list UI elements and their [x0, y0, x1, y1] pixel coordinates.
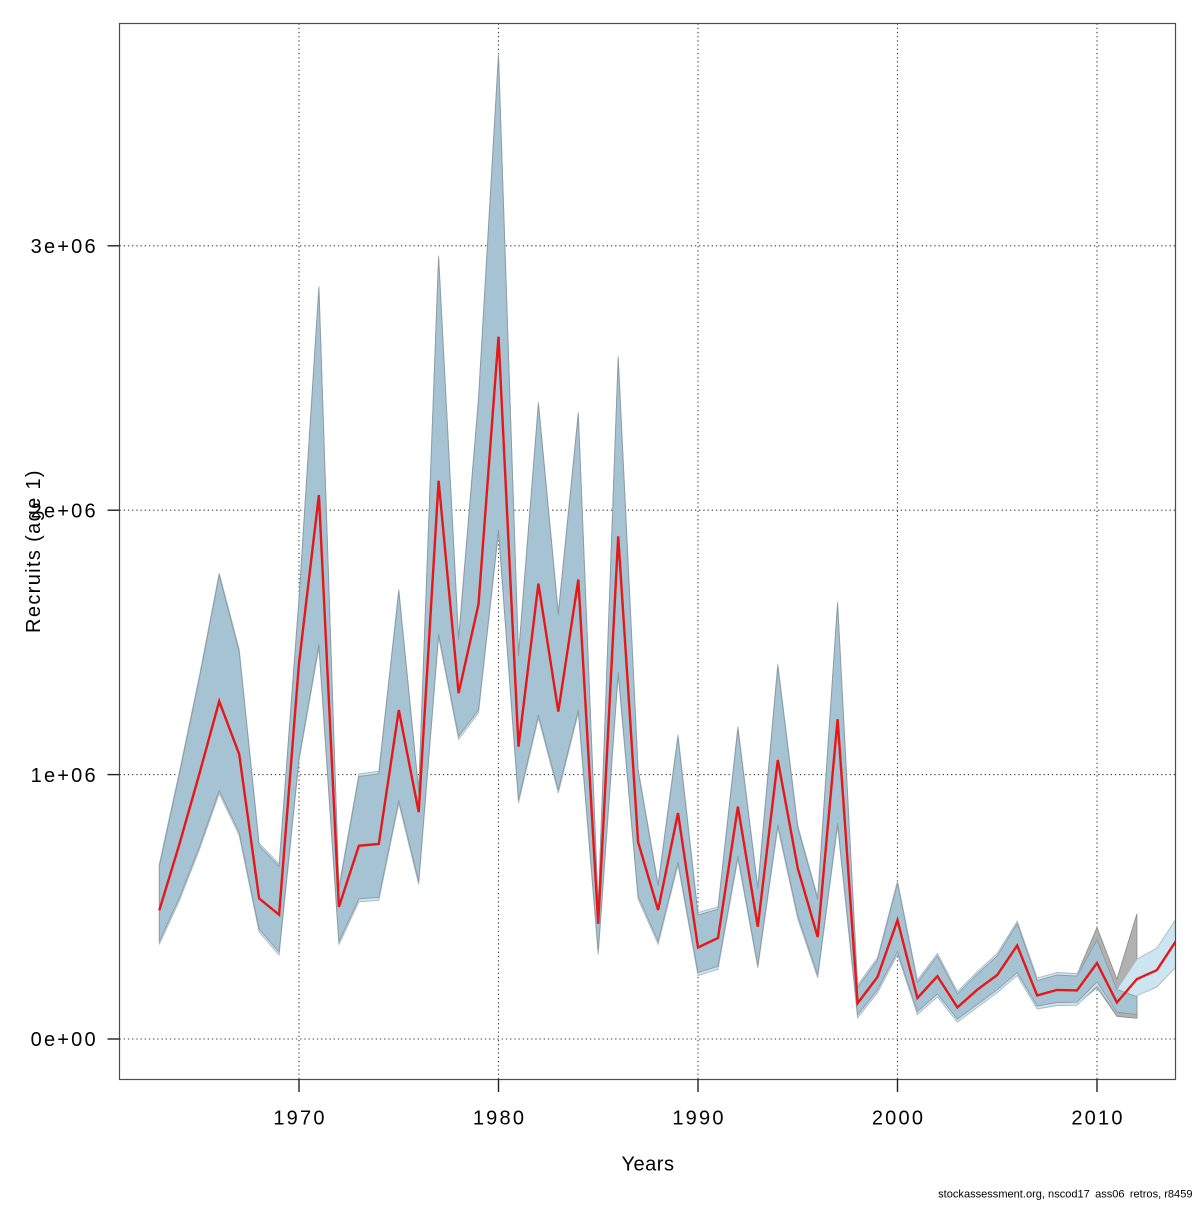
svg-text:0e+00: 0e+00 — [31, 1029, 98, 1051]
svg-text:2010: 2010 — [1071, 1108, 1124, 1130]
svg-text:2000: 2000 — [872, 1108, 925, 1130]
svg-text:3e+06: 3e+06 — [31, 236, 98, 258]
svg-text:1970: 1970 — [273, 1108, 326, 1130]
svg-text:stockassessment.org, nscod17: stockassessment.org, nscod17 ass06 retro… — [938, 1189, 1192, 1201]
svg-text:1980: 1980 — [473, 1108, 526, 1130]
svg-text:1990: 1990 — [672, 1108, 725, 1130]
svg-text:Years: Years — [622, 1154, 675, 1176]
svg-text:1e+06: 1e+06 — [31, 765, 98, 787]
svg-text:Recruits (age 1): Recruits (age 1) — [23, 469, 45, 633]
svg-text:2e+06: 2e+06 — [31, 500, 98, 522]
